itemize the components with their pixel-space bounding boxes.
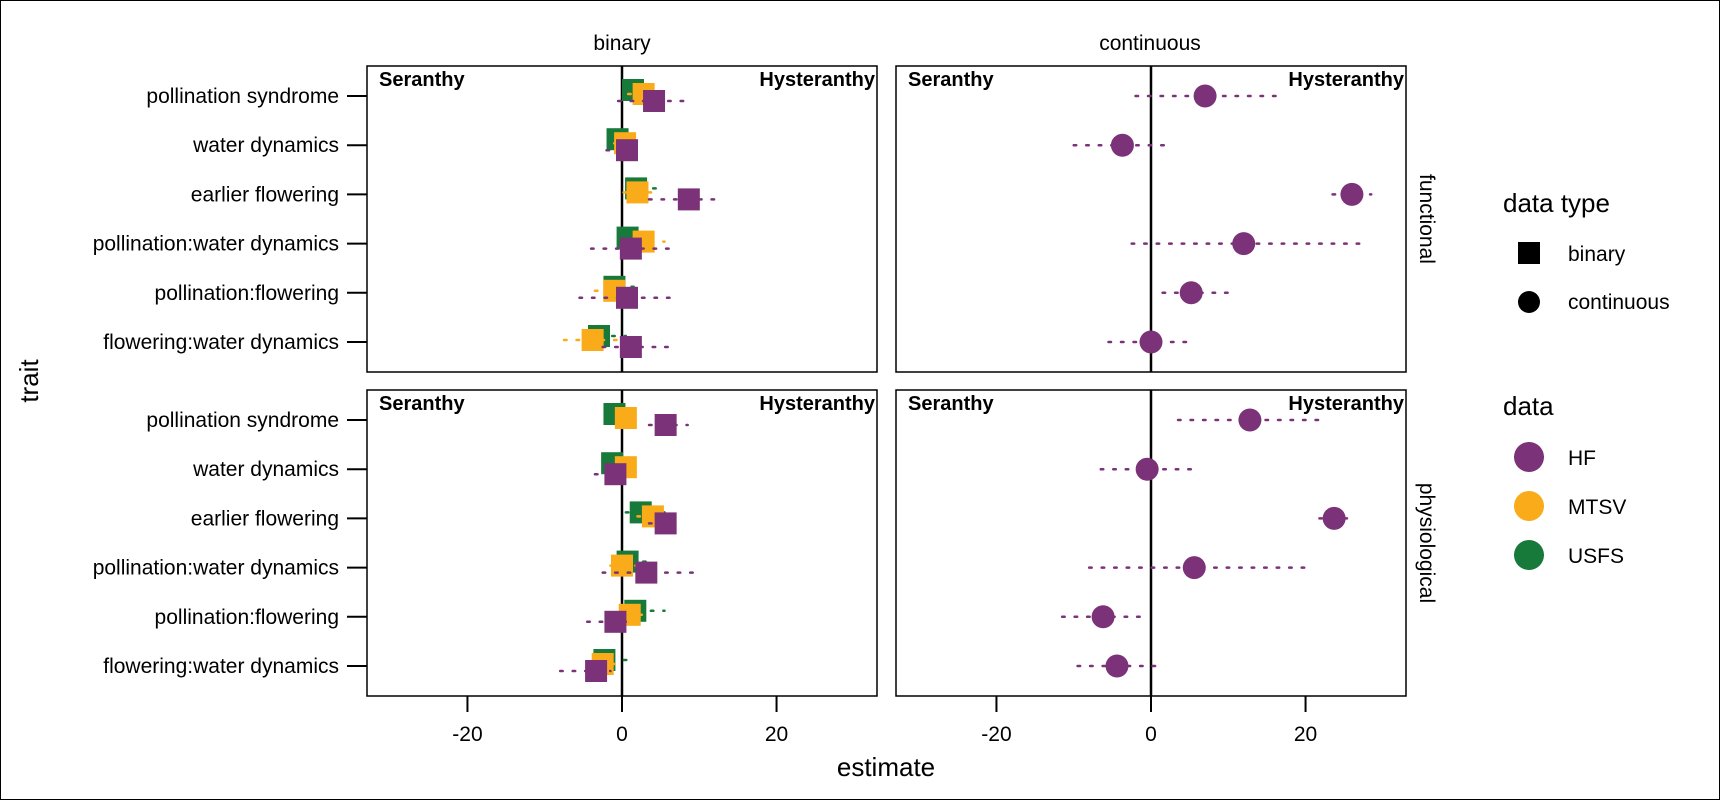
column-facet-continuous: continuous [1099,32,1201,55]
point-hf [619,237,642,260]
x-tick-label: -20 [981,723,1011,746]
point-hf [1135,457,1159,481]
legend-data: data HF MTSV USFS [1503,391,1626,570]
legend-entry-mtsv: MTSV [1568,496,1626,519]
point-mtsv [614,407,637,429]
row-facet-functional: functional [1415,174,1438,264]
point-hf [619,336,642,358]
y-axis-title: trait [14,359,44,403]
point-hf [643,90,666,112]
column-facet-binary: binary [593,32,651,55]
y-tick-label: flowering:water dynamics [103,655,339,678]
corner-label-seranthy: Seranthy [379,69,465,91]
x-axis-title: estimate [837,752,935,782]
point-hf [1105,654,1129,678]
legend-entry-continuous: continuous [1568,291,1670,314]
point-hf [1179,281,1203,305]
panel-binary-functional: Seranthy Hysteranthy [366,65,878,373]
legend-entry-usfs: USFS [1568,545,1624,568]
panel-continuous-physiological: Seranthy Hysteranthy [895,389,1407,697]
data-marks [558,403,701,682]
y-tick-label: earlier flowering [191,183,339,206]
point-hf [1340,182,1364,206]
corner-label-hysteranthy: Hysteranthy [1288,69,1404,91]
point-hf [1193,84,1217,108]
point-hf [1238,408,1262,432]
data-marks [1060,408,1358,678]
point-hf [604,610,627,633]
y-tick-label: flowering:water dynamics [103,331,339,354]
point-hf [677,188,700,211]
legend-key-usfs [1514,540,1544,570]
point-hf [616,139,638,162]
y-axis-labels-layer: pollination syndrome water dynamics earlie… [93,85,367,678]
x-tick-label: 0 [616,723,628,746]
y-tick-label: pollination syndrome [146,409,339,432]
y-tick-label: pollination:flowering [155,606,339,629]
legend-key-mtsv [1514,491,1544,521]
point-hf [604,463,627,486]
legend-entry-hf: HF [1568,447,1596,470]
y-tick-label: pollination:water dynamics [93,557,339,580]
corner-label-seranthy: Seranthy [908,393,994,415]
point-hf [1091,605,1115,629]
legend-data-title: data [1503,391,1554,421]
corner-label-hysteranthy: Hysteranthy [1288,393,1404,415]
x-tick-label: 20 [1294,723,1317,746]
y-tick-label: earlier flowering [191,507,339,530]
point-hf [1182,556,1206,580]
x-tick-label: -20 [452,723,482,746]
corner-label-seranthy: Seranthy [908,69,994,91]
legend-data-type-title: data type [1503,188,1610,218]
legend-data-type: data type binary continuous [1503,188,1670,314]
point-hf [1110,133,1134,157]
point-hf [635,561,658,584]
point-hf [585,660,608,682]
corner-label-seranthy: Seranthy [379,393,465,415]
point-mtsv [581,329,604,351]
y-tick-label: pollination:flowering [155,282,339,305]
panels-layer: Seranthy Hysteranthy Seranthy HysteranthySe… [366,65,1407,697]
panel-binary-physiological: Seranthy Hysteranthy [366,389,878,697]
legend-entry-binary: binary [1568,243,1626,266]
point-hf [1232,232,1256,256]
point-mtsv [611,554,633,577]
point-hf [654,414,677,436]
legend-square-key [1518,242,1540,264]
row-facet-physiological: physiological [1415,483,1438,603]
legend-key-hf [1514,442,1544,472]
data-marks [1072,84,1373,354]
corner-label-hysteranthy: Hysteranthy [759,393,875,415]
y-tick-label: water dynamics [192,458,339,481]
y-tick-label: water dynamics [192,134,339,157]
y-tick-label: pollination:water dynamics [93,233,339,256]
x-tick-label: 20 [765,723,788,746]
data-marks [562,79,716,358]
point-mtsv [626,181,649,204]
x-tick-label: 0 [1145,723,1157,746]
point-hf [1139,330,1163,354]
legend-circle-key [1518,291,1540,313]
x-axis-layer: -20 0 20 -20 0 20 [452,696,1317,746]
panel-continuous-functional: Seranthy Hysteranthy [895,65,1407,373]
point-hf [616,286,638,309]
corner-label-hysteranthy: Hysteranthy [759,69,875,91]
y-tick-label: pollination syndrome [146,85,339,108]
point-hf [1322,506,1346,530]
point-hf [654,512,677,535]
